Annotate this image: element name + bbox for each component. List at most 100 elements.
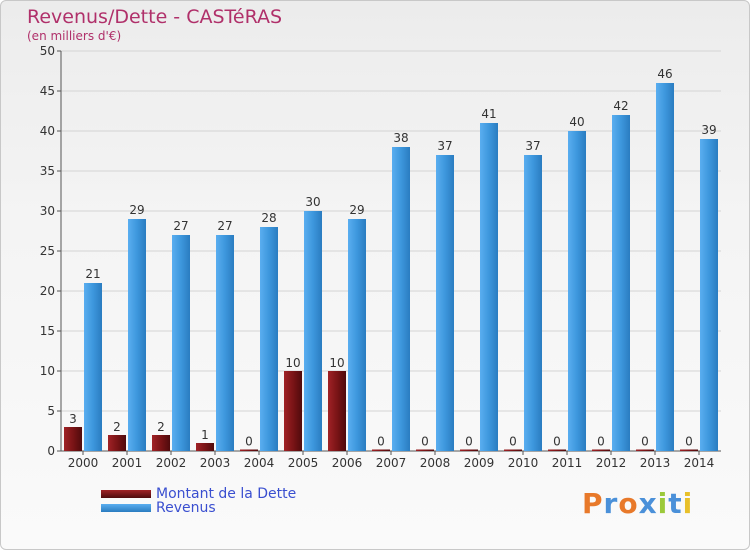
- data-label-revenus-2011: 40: [569, 115, 584, 129]
- bar-revenus-2006: [348, 219, 366, 451]
- bar-revenus-2005: [304, 211, 322, 451]
- data-label-revenus-2008: 37: [437, 139, 452, 153]
- data-label-dette-2005: 10: [285, 356, 300, 370]
- y-tick-label-25: 25: [40, 244, 55, 258]
- bar-dette-2014: [680, 449, 698, 451]
- legend-label-revenus: Revenus: [156, 500, 216, 516]
- legend-swatch-revenus: [101, 504, 151, 512]
- bar-revenus-2010: [524, 155, 542, 451]
- chart-subtitle: (en milliers d'€): [27, 29, 122, 43]
- bar-revenus-2009: [480, 123, 498, 451]
- bar-revenus-2014: [700, 139, 718, 451]
- bar-revenus-2008: [436, 155, 454, 451]
- data-labels: 3 21 2 29 2 27 1 27 0 28 10 30 10 29 0 38 0 37 0 41 0 37 0 40 0 4…: [69, 67, 716, 449]
- grid: [61, 50, 721, 452]
- bar-dette-2011: [548, 449, 566, 451]
- proxiti-logo: Proxiti: [582, 487, 694, 520]
- bar-revenus-2002: [172, 235, 190, 451]
- bar-dette-2005: [284, 371, 302, 451]
- bar-dette-2000: [64, 427, 82, 451]
- data-label-revenus-2005: 30: [305, 195, 320, 209]
- x-tick-label-2003: 2003: [200, 456, 231, 470]
- data-label-dette-2003: 1: [201, 428, 209, 442]
- x-tick-label-2009: 2009: [464, 456, 495, 470]
- data-label-dette-2013: 0: [641, 435, 649, 449]
- y-tick-label-0: 0: [47, 444, 55, 458]
- data-label-dette-2006: 10: [329, 356, 344, 370]
- y-tick-label-35: 35: [40, 164, 55, 178]
- data-label-revenus-2012: 42: [613, 99, 628, 113]
- data-label-revenus-2014: 39: [701, 123, 716, 137]
- bars: [64, 83, 718, 451]
- legend-item-dette: Montant de la Dette: [101, 486, 297, 502]
- data-label-dette-2004: 0: [245, 435, 253, 449]
- data-label-dette-2001: 2: [113, 420, 121, 434]
- chart-title: Revenus/Dette - CASTéRAS: [27, 6, 283, 28]
- x-tick-label-2005: 2005: [288, 456, 319, 470]
- data-label-revenus-2010: 37: [525, 139, 540, 153]
- data-label-dette-2009: 0: [465, 435, 473, 449]
- bar-dette-2012: [592, 449, 610, 451]
- x-tick-label-2008: 2008: [420, 456, 451, 470]
- bar-dette-2003: [196, 443, 214, 451]
- bar-dette-2008: [416, 449, 434, 451]
- data-label-revenus-2004: 28: [261, 211, 276, 225]
- bar-revenus-2011: [568, 131, 586, 451]
- bar-dette-2010: [504, 449, 522, 451]
- data-label-revenus-2003: 27: [217, 219, 232, 233]
- x-tick-label-2001: 2001: [112, 456, 143, 470]
- data-label-revenus-2001: 29: [129, 203, 144, 217]
- bar-revenus-2012: [612, 115, 630, 451]
- data-label-dette-2014: 0: [685, 435, 693, 449]
- y-tick-label-40: 40: [40, 124, 55, 138]
- y-tick-label-20: 20: [40, 284, 55, 298]
- x-tick-label-2010: 2010: [508, 456, 539, 470]
- data-label-revenus-2007: 38: [393, 131, 408, 145]
- x-tick-label-2006: 2006: [332, 456, 363, 470]
- legend: Montant de la Dette Revenus: [101, 486, 297, 516]
- x-tick-label-2013: 2013: [640, 456, 671, 470]
- data-label-dette-2012: 0: [597, 435, 605, 449]
- y-tick-label-15: 15: [40, 324, 55, 338]
- bar-revenus-2004: [260, 227, 278, 451]
- legend-item-revenus: Revenus: [101, 500, 296, 516]
- data-label-dette-2000: 3: [69, 412, 77, 426]
- bar-revenus-2000: [84, 283, 102, 451]
- bar-revenus-2001: [128, 219, 146, 451]
- bar-dette-2006: [328, 371, 346, 451]
- bar-dette-2001: [108, 435, 126, 451]
- x-tick-label-2014: 2014: [684, 456, 715, 470]
- data-label-revenus-2002: 27: [173, 219, 188, 233]
- x-tick-label-2004: 2004: [244, 456, 275, 470]
- y-tick-label-10: 10: [40, 364, 55, 378]
- data-label-dette-2008: 0: [421, 435, 429, 449]
- data-label-revenus-2000: 21: [85, 267, 100, 281]
- data-label-dette-2011: 0: [553, 435, 561, 449]
- x-tick-label-2002: 2002: [156, 456, 187, 470]
- x-tick-label-2012: 2012: [596, 456, 627, 470]
- x-tick-label-2011: 2011: [552, 456, 583, 470]
- data-label-revenus-2009: 41: [481, 107, 496, 121]
- y-tick-label-5: 5: [47, 404, 55, 418]
- y-tick-label-50: 50: [40, 44, 55, 58]
- y-tick-label-45: 45: [40, 84, 55, 98]
- bar-dette-2009: [460, 449, 478, 451]
- data-label-revenus-2013: 46: [657, 67, 672, 81]
- y-tick-label-30: 30: [40, 204, 55, 218]
- legend-label-dette: Montant de la Dette: [156, 486, 297, 502]
- data-label-dette-2007: 0: [377, 435, 385, 449]
- bar-dette-2013: [636, 449, 654, 451]
- bar-revenus-2013: [656, 83, 674, 451]
- data-label-dette-2002: 2: [157, 420, 165, 434]
- x-tick-label-2000: 2000: [68, 456, 99, 470]
- bar-dette-2004: [240, 449, 258, 451]
- legend-swatch-dette: [101, 490, 151, 498]
- bar-revenus-2007: [392, 147, 410, 451]
- x-tick-label-2007: 2007: [376, 456, 407, 470]
- bar-dette-2002: [152, 435, 170, 451]
- data-label-dette-2010: 0: [509, 435, 517, 449]
- data-label-revenus-2006: 29: [349, 203, 364, 217]
